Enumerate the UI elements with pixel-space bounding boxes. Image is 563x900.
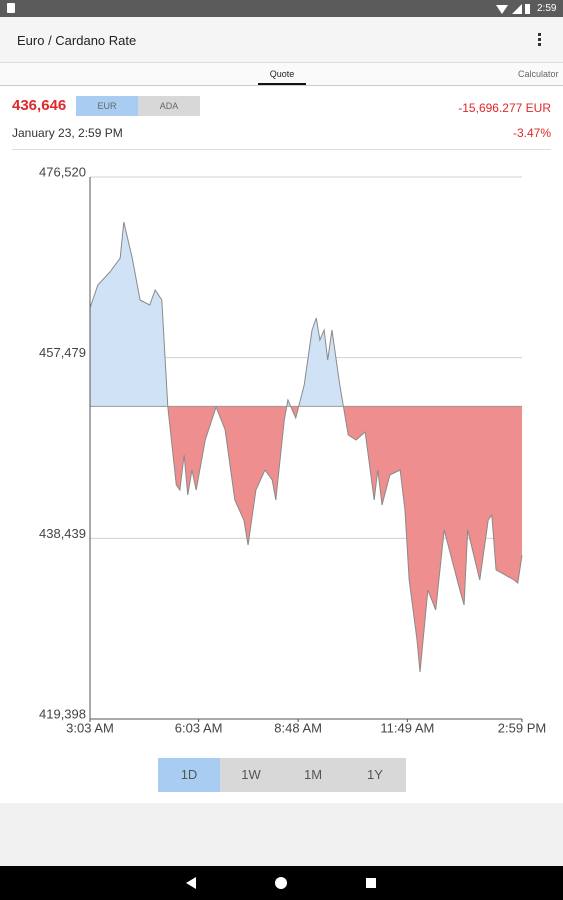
y-tick-label: 419,398: [39, 706, 86, 721]
date: January 23, 2:59 PM: [12, 126, 123, 140]
clock: 2:59: [537, 3, 557, 14]
chart: 419,398 438,439 457,479 476,520 3:03 AM 6:03 …: [39, 164, 546, 735]
change-percent: -3.47%: [512, 126, 551, 140]
tab[interactable]: Calculator: [518, 69, 559, 79]
notification-icon: [7, 3, 15, 13]
footer: [0, 803, 563, 866]
x-tick-label: 2:59 PM: [498, 720, 546, 735]
x-tick-label: 3:03 AM: [66, 720, 114, 735]
price: 436,646: [12, 97, 67, 114]
y-tick-label: 457,479: [39, 345, 86, 360]
range-button[interactable]: 1M: [282, 758, 344, 792]
y-tick-label: 438,439: [39, 526, 86, 541]
status-bar: 2:59: [0, 0, 563, 17]
back-button[interactable]: [184, 876, 198, 890]
tab-bar: Quote Calculator: [0, 62, 563, 86]
recents-button[interactable]: [365, 877, 377, 889]
x-tick-label: 8:48 AM: [274, 720, 322, 735]
home-button[interactable]: [274, 876, 288, 890]
divider: [12, 149, 551, 150]
currency-toggle[interactable]: EUR: [76, 96, 138, 116]
status-icons: [496, 4, 530, 14]
range-button[interactable]: 1W: [220, 758, 282, 792]
range-button[interactable]: 1Y: [344, 758, 406, 792]
menu-button[interactable]: [538, 33, 542, 47]
y-tick-label: 476,520: [39, 164, 86, 179]
app-title: Euro / Cardano Rate: [17, 33, 137, 48]
area-above: [90, 222, 522, 407]
range-button[interactable]: 1D: [158, 758, 220, 792]
nav-bar: [0, 866, 563, 900]
app-bar: Euro / Cardano Rate: [0, 17, 563, 62]
x-tick-label: 11:49 AM: [380, 720, 434, 735]
change: -15,696.277 EUR: [458, 101, 551, 115]
line: [89, 221, 523, 673]
tab[interactable]: Quote: [258, 63, 306, 85]
area-below: [167, 406, 522, 672]
x-tick-label: 6:03 AM: [175, 720, 223, 735]
currency-toggle[interactable]: ADA: [138, 96, 200, 116]
